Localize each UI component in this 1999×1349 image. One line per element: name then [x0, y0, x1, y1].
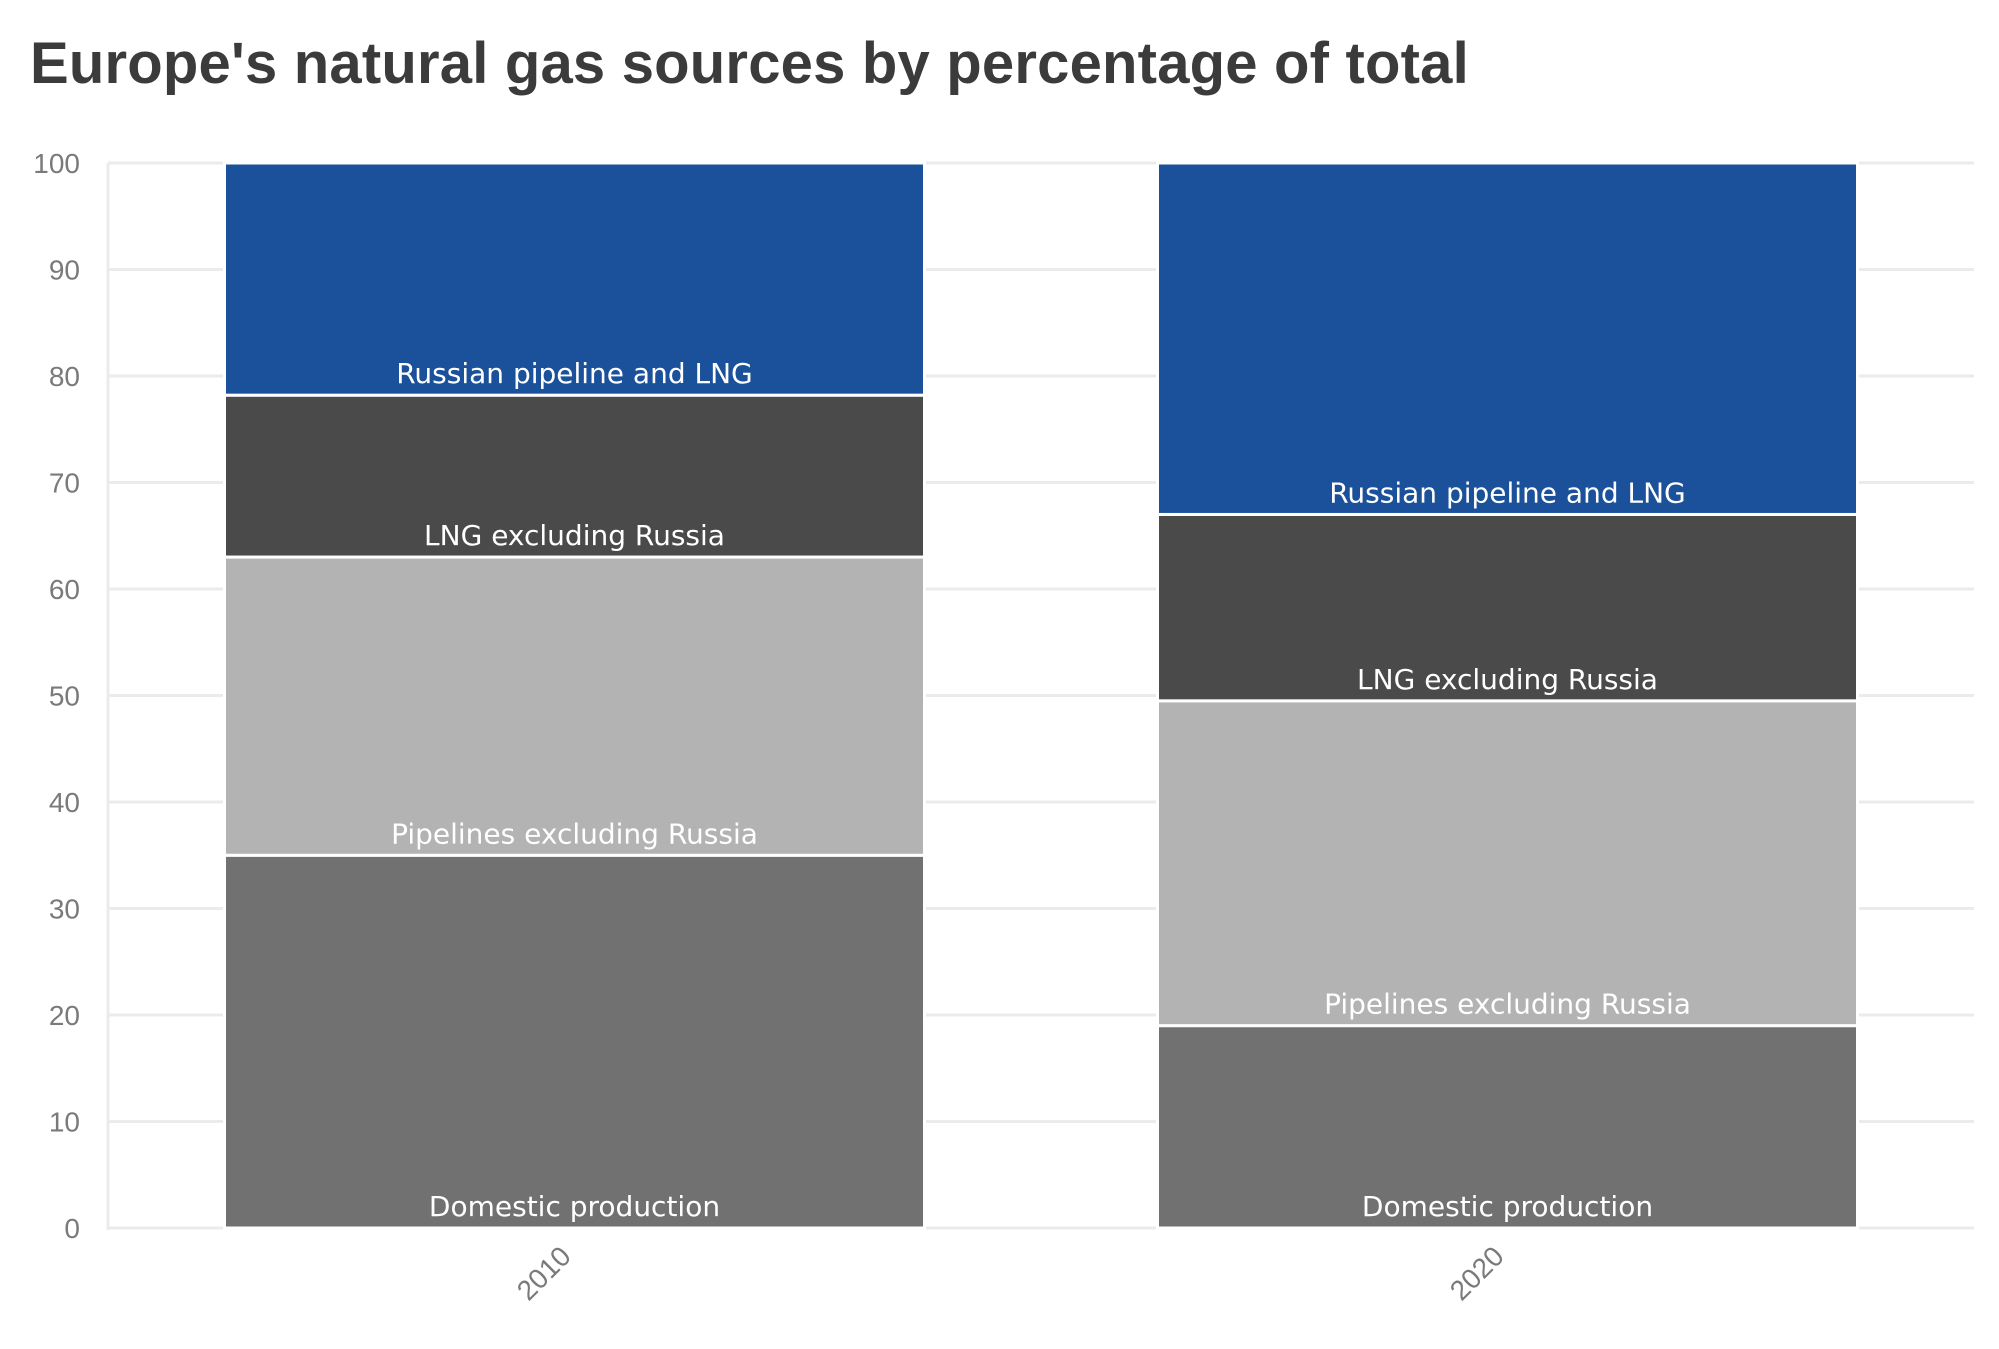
bar-segment-russian-pipeline-and-lng-2020: [1156, 161, 1859, 516]
bar-segment-pipelines-excluding-russia-2010: [223, 555, 926, 857]
segment-label: Pipelines excluding Russia: [1324, 988, 1691, 1021]
chart-title: Europe's natural gas sources by percenta…: [30, 31, 1469, 96]
segment-label: Domestic production: [429, 1190, 720, 1223]
y-tick-label: 50: [49, 681, 80, 712]
bar-segment-russian-pipeline-and-lng-2010: [223, 161, 926, 397]
y-tick-label: 0: [64, 1213, 80, 1244]
bar-segment-pipelines-excluding-russia-2020: [1156, 699, 1859, 1028]
x-tick-label: 2010: [511, 1240, 577, 1306]
y-tick-label: 80: [49, 361, 80, 392]
y-tick-label: 40: [49, 787, 80, 818]
bars: [223, 161, 1859, 1230]
x-tick-label: 2020: [1444, 1240, 1510, 1306]
y-tick-label: 90: [49, 255, 80, 286]
segment-labels: Domestic production Pipelines excluding R…: [391, 357, 1691, 1223]
bar-segment-domestic-production-2010: [223, 853, 926, 1230]
y-tick-label: 100: [33, 148, 80, 179]
bar-segment-lng-excluding-russia-2010: [223, 393, 926, 559]
segment-label: Russian pipeline and LNG: [396, 357, 753, 390]
segment-label: Domestic production: [1362, 1190, 1653, 1223]
bar-segment-domestic-production-2020: [1156, 1024, 1859, 1230]
segment-label: LNG excluding Russia: [1357, 663, 1658, 696]
segment-label: Russian pipeline and LNG: [1329, 476, 1686, 509]
bar-segment-lng-excluding-russia-2020: [1156, 512, 1859, 703]
segment-label: LNG excluding Russia: [424, 519, 725, 552]
y-tick-label: 20: [49, 1000, 80, 1031]
y-tick-label: 70: [49, 468, 80, 499]
y-tick-label: 30: [49, 894, 80, 925]
y-tick-label: 60: [49, 574, 80, 605]
segment-label: Pipelines excluding Russia: [391, 817, 758, 850]
y-tick-label: 10: [49, 1107, 80, 1138]
